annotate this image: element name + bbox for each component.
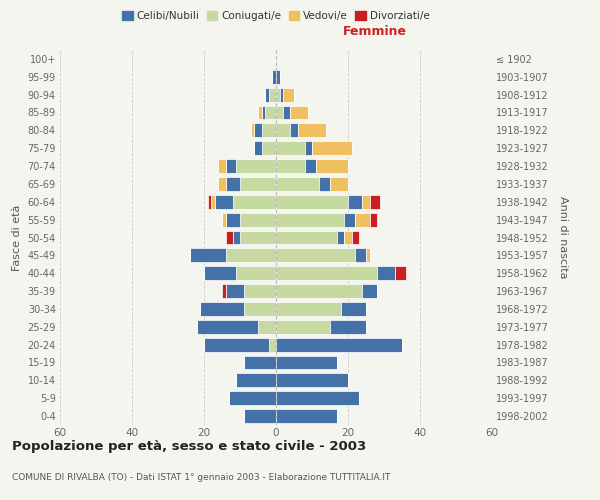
Bar xyxy=(312,141,352,155)
Bar xyxy=(355,212,370,226)
Bar xyxy=(330,177,348,191)
Bar xyxy=(197,320,258,334)
Bar xyxy=(265,88,269,102)
Bar xyxy=(316,159,348,173)
Bar xyxy=(254,124,262,138)
Bar xyxy=(262,141,276,155)
Bar xyxy=(204,266,236,280)
Bar xyxy=(337,230,344,244)
Bar xyxy=(262,124,276,138)
Bar xyxy=(269,338,276,351)
Bar xyxy=(208,195,211,209)
Bar xyxy=(276,124,290,138)
Bar xyxy=(377,266,395,280)
Bar xyxy=(276,356,337,370)
Bar xyxy=(262,106,265,120)
Bar xyxy=(276,106,283,120)
Bar xyxy=(276,248,355,262)
Bar xyxy=(269,88,276,102)
Bar xyxy=(276,302,341,316)
Bar xyxy=(226,230,233,244)
Bar xyxy=(236,374,276,388)
Bar xyxy=(276,195,348,209)
Bar xyxy=(222,212,226,226)
Bar xyxy=(240,230,276,244)
Y-axis label: Fasce di età: Fasce di età xyxy=(12,204,22,270)
Bar xyxy=(204,338,269,351)
Bar xyxy=(251,124,254,138)
Bar xyxy=(244,356,276,370)
Bar xyxy=(258,106,262,120)
Bar xyxy=(305,141,312,155)
Bar xyxy=(218,159,226,173)
Bar xyxy=(280,88,283,102)
Bar xyxy=(226,284,244,298)
Text: Popolazione per età, sesso e stato civile - 2003: Popolazione per età, sesso e stato civil… xyxy=(12,440,366,453)
Bar xyxy=(276,391,359,405)
Bar xyxy=(341,302,366,316)
Bar xyxy=(370,212,377,226)
Bar xyxy=(218,177,226,191)
Bar xyxy=(352,230,359,244)
Bar xyxy=(290,106,308,120)
Bar xyxy=(370,195,380,209)
Bar xyxy=(276,374,348,388)
Bar xyxy=(344,230,352,244)
Bar xyxy=(236,266,276,280)
Text: COMUNE DI RIVALBA (TO) - Dati ISTAT 1° gennaio 2003 - Elaborazione TUTTITALIA.IT: COMUNE DI RIVALBA (TO) - Dati ISTAT 1° g… xyxy=(12,473,391,482)
Bar xyxy=(272,70,276,84)
Bar xyxy=(226,248,276,262)
Bar xyxy=(305,159,316,173)
Bar xyxy=(276,177,319,191)
Bar xyxy=(240,212,276,226)
Text: Femmine: Femmine xyxy=(343,25,407,38)
Bar xyxy=(344,212,355,226)
Bar xyxy=(226,212,240,226)
Y-axis label: Anni di nascita: Anni di nascita xyxy=(559,196,568,279)
Bar xyxy=(276,266,377,280)
Bar xyxy=(276,141,305,155)
Bar xyxy=(244,284,276,298)
Bar xyxy=(258,320,276,334)
Bar xyxy=(298,124,326,138)
Bar xyxy=(276,212,344,226)
Bar xyxy=(265,106,276,120)
Bar xyxy=(330,320,366,334)
Bar xyxy=(276,230,337,244)
Bar xyxy=(362,195,370,209)
Bar xyxy=(200,302,244,316)
Bar xyxy=(283,106,290,120)
Bar xyxy=(229,391,276,405)
Bar xyxy=(244,302,276,316)
Bar xyxy=(276,409,337,423)
Bar xyxy=(215,195,233,209)
Bar xyxy=(190,248,226,262)
Bar xyxy=(276,88,280,102)
Bar xyxy=(276,70,280,84)
Bar xyxy=(290,124,298,138)
Bar xyxy=(283,88,294,102)
Bar xyxy=(233,195,276,209)
Bar xyxy=(276,320,330,334)
Bar xyxy=(236,159,276,173)
Bar xyxy=(226,177,240,191)
Bar xyxy=(319,177,330,191)
Bar xyxy=(395,266,406,280)
Bar xyxy=(233,230,240,244)
Bar xyxy=(276,284,362,298)
Bar xyxy=(226,159,236,173)
Bar xyxy=(355,248,366,262)
Bar xyxy=(244,409,276,423)
Bar xyxy=(240,177,276,191)
Bar xyxy=(276,338,402,351)
Bar xyxy=(276,159,305,173)
Bar xyxy=(348,195,362,209)
Bar xyxy=(254,141,262,155)
Legend: Celibi/Nubili, Coniugati/e, Vedovi/e, Divorziati/e: Celibi/Nubili, Coniugati/e, Vedovi/e, Di… xyxy=(119,8,433,24)
Bar xyxy=(222,284,226,298)
Bar xyxy=(362,284,377,298)
Bar xyxy=(211,195,215,209)
Bar xyxy=(366,248,370,262)
